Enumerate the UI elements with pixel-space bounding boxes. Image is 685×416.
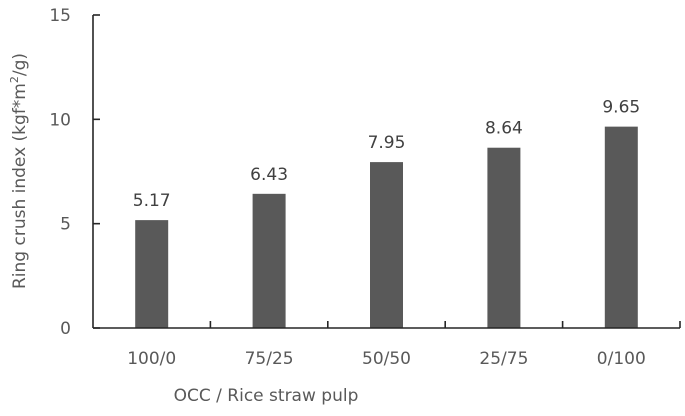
bar xyxy=(370,162,403,328)
bar xyxy=(604,126,638,329)
bar-value-label: 6.43 xyxy=(250,165,288,185)
data-labels: 5.17 6.43 7.95 8.64 9.65 xyxy=(133,98,640,211)
bar-value-label: 5.17 xyxy=(133,191,171,211)
bar-value-label: 8.64 xyxy=(485,119,523,139)
y-axis: 0 5 10 15 xyxy=(49,6,100,339)
bars xyxy=(135,126,638,329)
bar xyxy=(135,220,169,328)
x-tick-label: 50/50 xyxy=(362,349,411,369)
x-tick-label: 100/0 xyxy=(127,349,176,369)
y-tick-label: 10 xyxy=(49,110,71,130)
y-tick-label: 5 xyxy=(60,215,71,235)
x-axis: 100/0 75/25 50/50 25/75 0/100 xyxy=(93,321,681,369)
x-axis-title: OCC / Rice straw pulp xyxy=(174,386,359,406)
bar xyxy=(252,193,286,328)
y-tick-label: 15 xyxy=(49,6,71,26)
bar-value-label: 9.65 xyxy=(602,98,640,118)
bar-value-label: 7.95 xyxy=(368,133,406,153)
bar xyxy=(487,147,521,328)
y-tick-label: 0 xyxy=(60,319,71,339)
x-tick-label: 25/75 xyxy=(479,349,528,369)
y-axis-title: Ring crush index (kgf*m2/g) xyxy=(8,53,30,289)
x-tick-label: 75/25 xyxy=(245,349,294,369)
x-tick-label: 0/100 xyxy=(597,349,646,369)
